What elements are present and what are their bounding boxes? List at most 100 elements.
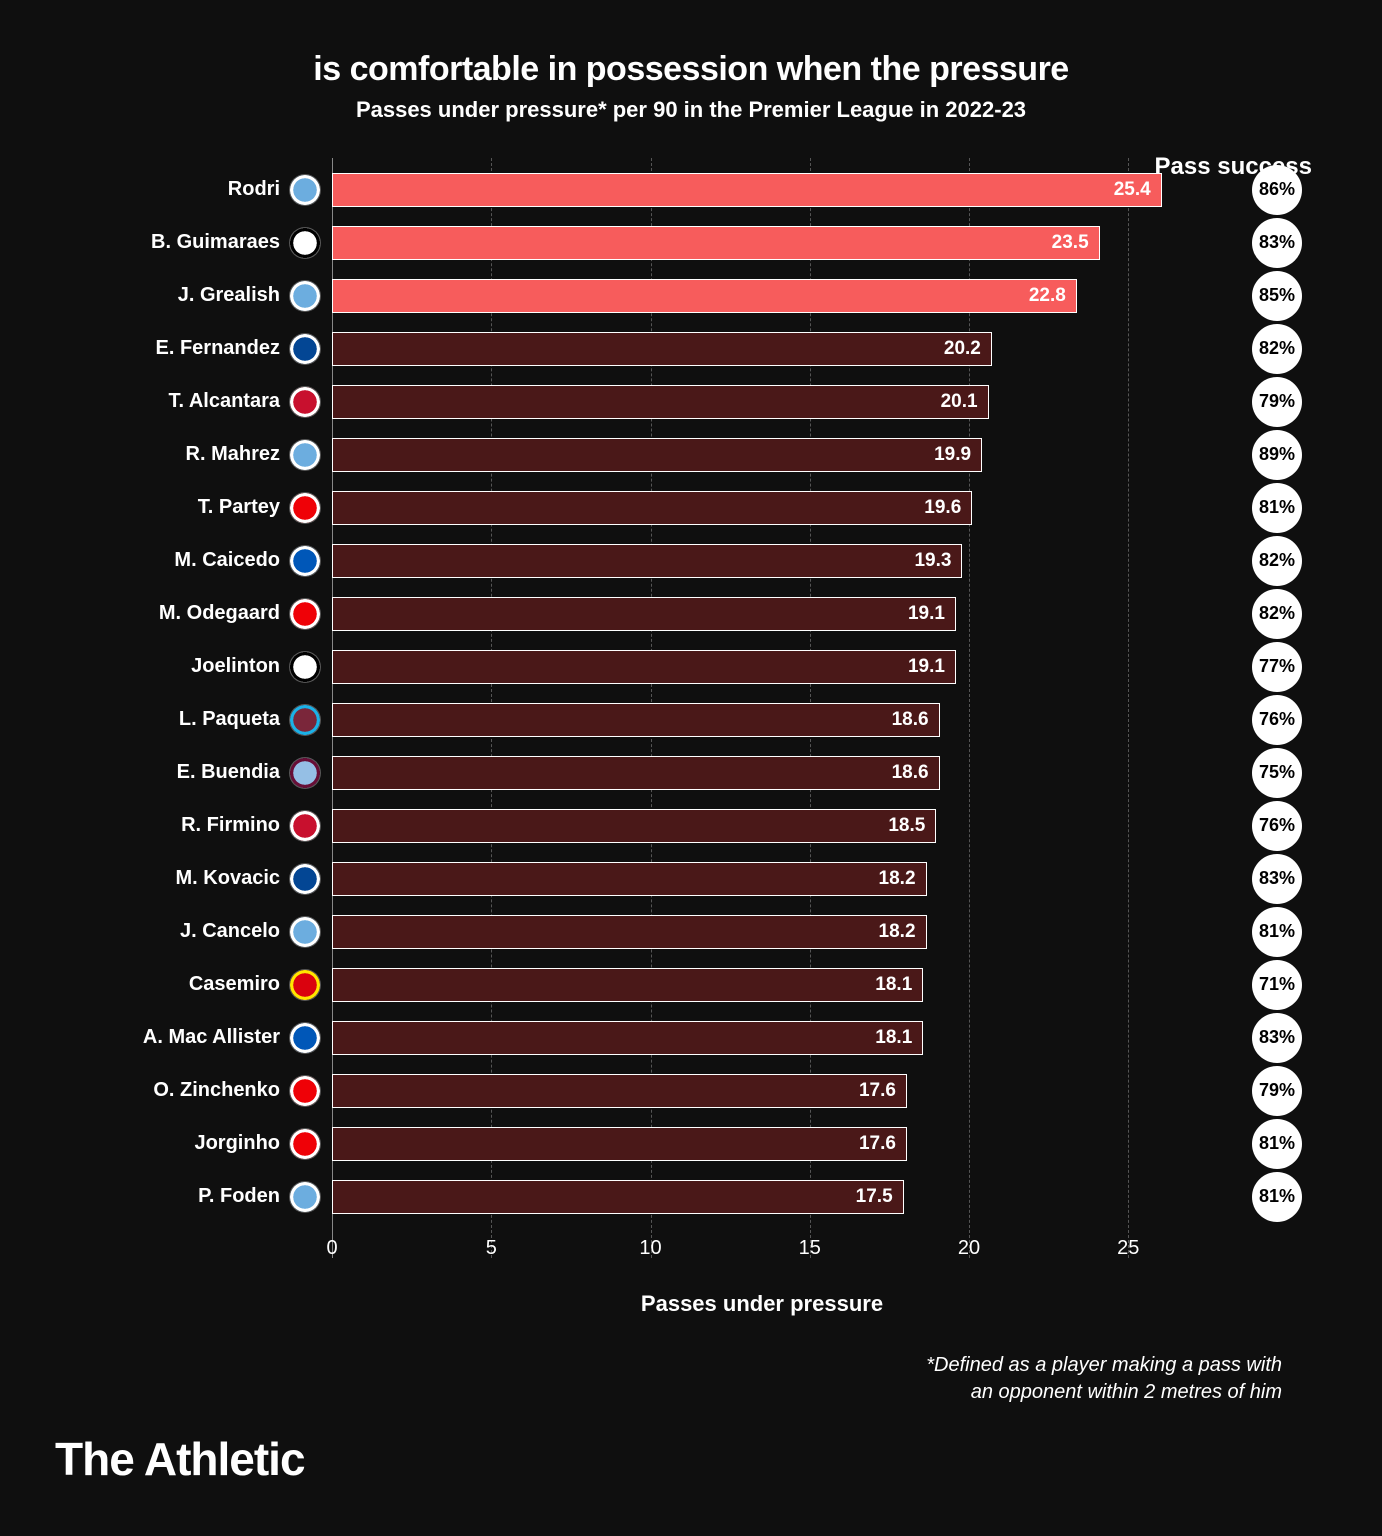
bar-value: 17.6 — [859, 1080, 896, 1102]
club-crest-icon — [290, 652, 320, 682]
chart-title: is comfortable in possession when the pr… — [60, 50, 1322, 89]
bar-track: 19.9 — [332, 438, 1214, 472]
x-tick: 25 — [1117, 1237, 1139, 1260]
bar-value: 18.1 — [875, 974, 912, 996]
player-row: J. Grealish22.885% — [80, 269, 1302, 322]
chart-area: Rodri25.486%B. Guimaraes23.583%J. Greali… — [80, 163, 1302, 1317]
bar-track: 17.6 — [332, 1074, 1214, 1108]
player-name: L. Paqueta — [80, 708, 290, 731]
bar: 17.6 — [332, 1074, 907, 1108]
player-name: T. Partey — [80, 496, 290, 519]
x-tick: 5 — [486, 1237, 497, 1260]
player-row: E. Fernandez20.282% — [80, 322, 1302, 375]
club-crest-icon — [290, 864, 320, 894]
club-crest-icon — [290, 175, 320, 205]
footnote: *Defined as a player making a pass with … — [60, 1352, 1282, 1406]
bar: 17.6 — [332, 1127, 907, 1161]
player-name: J. Cancelo — [80, 920, 290, 943]
bar-track: 18.2 — [332, 915, 1214, 949]
bar-track: 25.4 — [332, 173, 1214, 207]
bar-value: 18.2 — [879, 921, 916, 943]
bar: 22.8 — [332, 279, 1077, 313]
bar: 19.9 — [332, 438, 982, 472]
club-crest-icon — [290, 281, 320, 311]
pass-success-badge: 77% — [1252, 642, 1302, 692]
bar: 18.2 — [332, 915, 927, 949]
pass-success-badge: 75% — [1252, 748, 1302, 798]
player-name: R. Mahrez — [80, 443, 290, 466]
player-name: Casemiro — [80, 973, 290, 996]
footnote-line-2: an opponent within 2 metres of him — [971, 1381, 1282, 1403]
pass-success-badge: 71% — [1252, 960, 1302, 1010]
club-crest-icon — [290, 334, 320, 364]
pass-success-badge: 82% — [1252, 536, 1302, 586]
player-row: P. Foden 17.5 81% — [80, 1170, 1302, 1223]
player-row: M. Odegaard19.182% — [80, 587, 1302, 640]
bar-value: 18.2 — [879, 868, 916, 890]
bar: 19.1 — [332, 597, 956, 631]
player-name: Joelinton — [80, 655, 290, 678]
bar: 18.6 — [332, 756, 940, 790]
player-row: L. Paqueta 18.6 76% — [80, 693, 1302, 746]
pass-success-badge: 81% — [1252, 1172, 1302, 1222]
pass-success-badge: 81% — [1252, 1119, 1302, 1169]
bar-value: 19.6 — [924, 497, 961, 519]
bar-value: 18.6 — [892, 762, 929, 784]
player-row: Rodri25.486% — [80, 163, 1302, 216]
bar-track: 18.1 — [332, 968, 1214, 1002]
pass-success-badge: 81% — [1252, 907, 1302, 957]
bar-value: 18.5 — [888, 815, 925, 837]
player-row: M. Caicedo19.382% — [80, 534, 1302, 587]
bar-track: 18.2 — [332, 862, 1214, 896]
bar: 19.1 — [332, 650, 956, 684]
player-name: E. Buendia — [80, 761, 290, 784]
bar-track: 17.5 — [332, 1180, 1214, 1214]
player-row: B. Guimaraes23.583% — [80, 216, 1302, 269]
x-tick: 20 — [958, 1237, 980, 1260]
bar-value: 20.2 — [944, 338, 981, 360]
bar-track: 18.6 — [332, 756, 1214, 790]
pass-success-badge: 83% — [1252, 854, 1302, 904]
bar-track: 18.5 — [332, 809, 1214, 843]
bar-track: 19.6 — [332, 491, 1214, 525]
bar: 17.5 — [332, 1180, 904, 1214]
bar: 25.4 — [332, 173, 1162, 207]
bar-value: 25.4 — [1114, 179, 1151, 201]
club-crest-icon — [290, 546, 320, 576]
bar: 20.1 — [332, 385, 989, 419]
pass-success-badge: 76% — [1252, 695, 1302, 745]
pass-success-badge: 85% — [1252, 271, 1302, 321]
brand-logo: The Athletic — [55, 1432, 305, 1486]
player-name: E. Fernandez — [80, 337, 290, 360]
bar-value: 17.6 — [859, 1133, 896, 1155]
player-name: P. Foden — [80, 1185, 290, 1208]
bar-value: 19.1 — [908, 603, 945, 625]
pass-success-badge: 82% — [1252, 589, 1302, 639]
club-crest-icon — [290, 1023, 320, 1053]
club-crest-icon — [290, 228, 320, 258]
player-name: T. Alcantara — [80, 390, 290, 413]
bar: 18.1 — [332, 968, 923, 1002]
club-crest-icon — [290, 387, 320, 417]
player-row: O. Zinchenko17.679% — [80, 1064, 1302, 1117]
club-crest-icon — [290, 1076, 320, 1106]
bar-track: 18.6 — [332, 703, 1214, 737]
club-crest-icon — [290, 599, 320, 629]
bar-track: 23.5 — [332, 226, 1214, 260]
club-crest-icon — [290, 705, 320, 735]
x-tick: 15 — [799, 1237, 821, 1260]
bar-value: 19.3 — [914, 550, 951, 572]
player-row: R. Mahrez19.989% — [80, 428, 1302, 481]
club-crest-icon — [290, 917, 320, 947]
x-axis: 0510152025 — [332, 1231, 1192, 1271]
chart-subtitle: Passes under pressure* per 90 in the Pre… — [60, 97, 1322, 123]
bar-value: 23.5 — [1052, 232, 1089, 254]
bar-track: 17.6 — [332, 1127, 1214, 1161]
bar-track: 20.2 — [332, 332, 1214, 366]
pass-success-badge: 86% — [1252, 165, 1302, 215]
player-row: E. Buendia 18.6 75% — [80, 746, 1302, 799]
player-row: J. Cancelo 18.2 81% — [80, 905, 1302, 958]
bar: 19.6 — [332, 491, 972, 525]
pass-success-badge: 83% — [1252, 1013, 1302, 1063]
player-row: T. Alcantara20.179% — [80, 375, 1302, 428]
